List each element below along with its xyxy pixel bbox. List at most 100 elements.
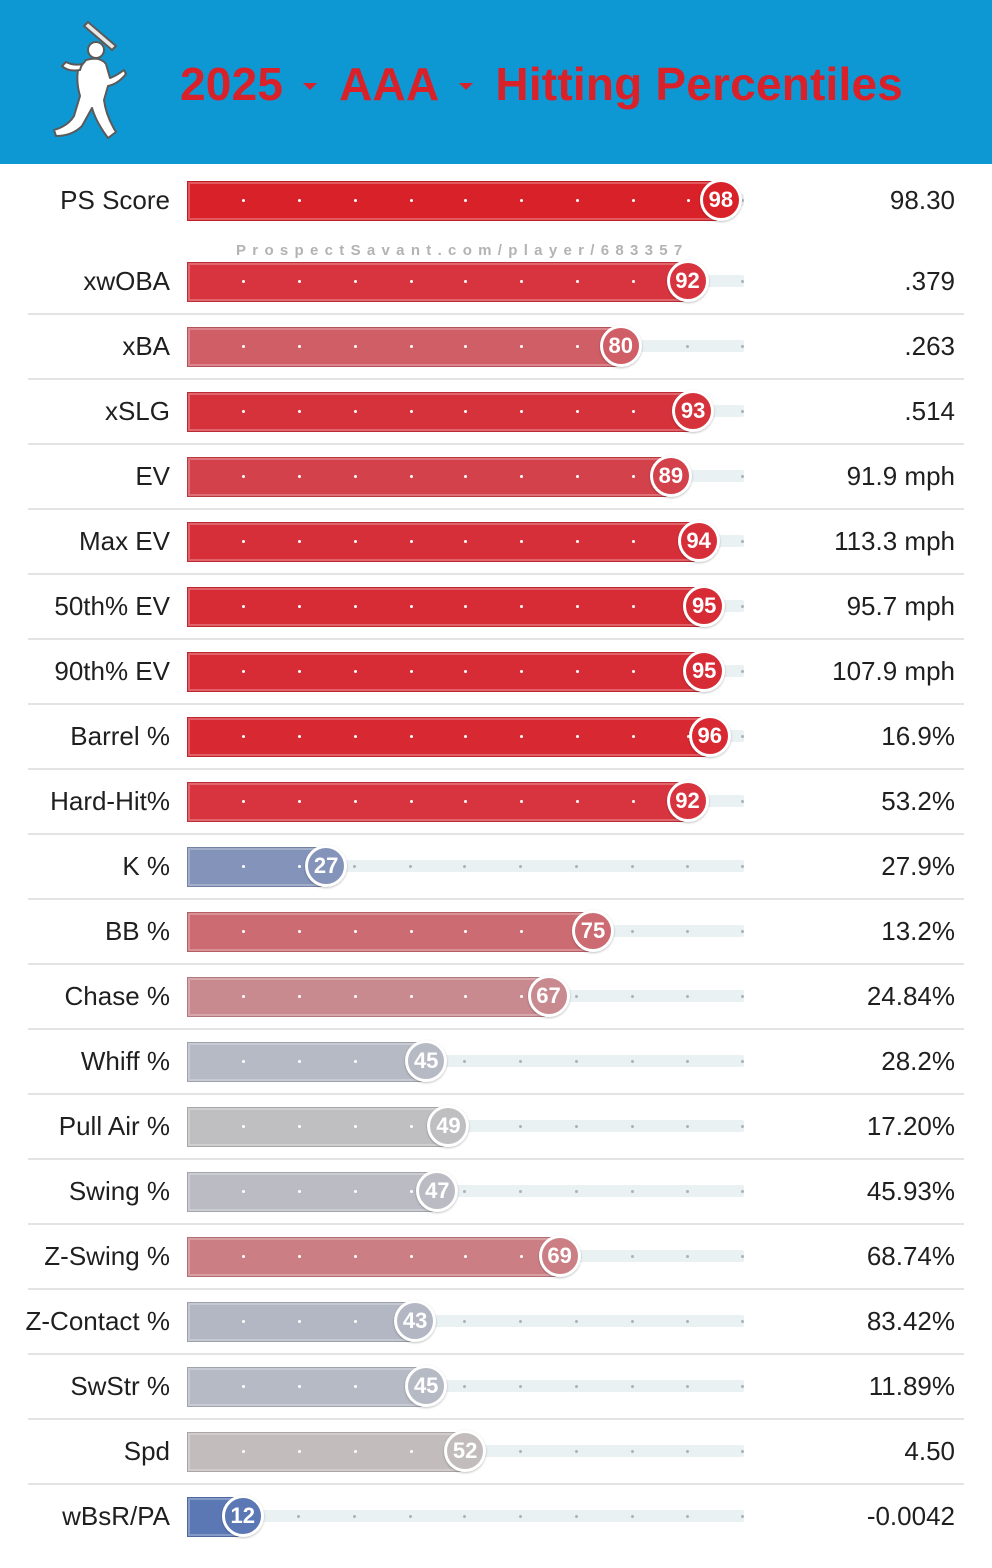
bar-tick: [520, 930, 523, 933]
bar-tick: [298, 475, 301, 478]
metric-label: BB %: [104, 916, 170, 946]
percentile-badge: 98: [699, 179, 742, 221]
bar-tick: [632, 735, 635, 738]
track-tick: [297, 1515, 300, 1518]
metric-row: K % 27 27.9%: [0, 834, 992, 898]
bar-tick: [298, 345, 301, 348]
percentile-bar: [187, 782, 684, 822]
track-tick: [741, 800, 744, 803]
season-selector[interactable]: 2025: [180, 58, 284, 110]
bar-tick: [576, 605, 579, 608]
bar-tick: [687, 199, 690, 202]
bar-tick: [410, 1190, 413, 1193]
bar-tick: [298, 670, 301, 673]
bar-tick: [520, 670, 523, 673]
percentile-badge: 75: [572, 910, 614, 952]
bar-tick: [410, 930, 413, 933]
bar-tick: [242, 735, 245, 738]
track-tick: [741, 865, 744, 868]
track-tick: [741, 1255, 744, 1258]
bar-tick: [242, 1320, 245, 1323]
metric-label: 50th% EV: [54, 591, 170, 621]
page-title: 2025 AAA Hitting Percentiles: [180, 56, 903, 112]
percentile-badge: 94: [677, 520, 720, 562]
track-tick: [686, 930, 689, 933]
percentile-badge: 95: [683, 585, 726, 627]
row-divider: [28, 638, 964, 640]
bar-tick: [298, 605, 301, 608]
bar-tick: [354, 930, 357, 933]
percentile-badge: 45: [405, 1040, 448, 1082]
bar-tick: [242, 540, 245, 543]
track-tick: [519, 1450, 522, 1453]
track-tick: [741, 1450, 744, 1453]
bar-tick: [464, 735, 467, 738]
track-tick: [519, 1060, 522, 1063]
bar-tick: [242, 1060, 245, 1063]
row-divider: [28, 1093, 964, 1095]
bar-tick: [464, 670, 467, 673]
percentile-badge: 52: [444, 1430, 487, 1472]
bar-tick: [576, 670, 579, 673]
track-tick: [631, 1450, 634, 1453]
bar-tick: [464, 410, 467, 413]
percentile-bar: [187, 977, 545, 1017]
bar-tick: [242, 670, 245, 673]
track-tick: [631, 1125, 634, 1128]
bar-tick: [242, 280, 245, 283]
track-tick: [741, 410, 744, 413]
track-tick: [741, 605, 744, 608]
track-tick: [575, 995, 578, 998]
row-divider: [28, 508, 964, 510]
bar-tick: [242, 345, 245, 348]
bar-tick: [354, 605, 357, 608]
bar-tick: [520, 995, 523, 998]
bar-tick: [298, 865, 301, 868]
track-tick: [519, 1190, 522, 1193]
bar-tick: [354, 1190, 357, 1193]
metric-value: .379: [904, 266, 955, 296]
track-tick: [631, 1515, 634, 1518]
track-tick: [741, 199, 744, 202]
track-tick: [519, 865, 522, 868]
bar-tick: [576, 199, 579, 202]
bar-tick: [242, 1125, 245, 1128]
track-tick: [686, 345, 689, 348]
caret-down-icon[interactable]: [459, 82, 474, 90]
metric-value: 11.89%: [868, 1371, 955, 1401]
bar-tick: [632, 280, 635, 283]
row-divider: [28, 1288, 964, 1290]
percentile-bar: [187, 457, 667, 497]
bar-tick: [520, 540, 523, 543]
metric-value: -0.0042: [866, 1501, 955, 1531]
bar-tick: [410, 995, 413, 998]
track-tick: [575, 1060, 578, 1063]
bar-tick: [632, 410, 635, 413]
page-header: 2025 AAA Hitting Percentiles: [0, 0, 992, 164]
percentile-bar: [187, 1432, 462, 1472]
caret-down-icon[interactable]: [303, 82, 318, 90]
bar-tick: [520, 410, 523, 413]
metric-label: Chase %: [64, 981, 171, 1011]
track-tick: [631, 1320, 634, 1323]
track-tick: [686, 1060, 689, 1063]
bar-tick: [576, 280, 579, 283]
track-tick: [463, 1190, 466, 1193]
row-divider: [28, 963, 964, 965]
percentile-bar: [187, 847, 323, 887]
row-divider: [28, 898, 964, 900]
bar-tick: [632, 540, 635, 543]
metric-value: 28.2%: [881, 1046, 955, 1076]
track-tick: [519, 1385, 522, 1388]
bar-tick: [354, 995, 357, 998]
track-tick: [741, 540, 744, 543]
bar-tick: [242, 1255, 245, 1258]
percentile-badge: 43: [394, 1300, 437, 1342]
track-tick: [741, 995, 744, 998]
bar-tick: [354, 540, 357, 543]
row-divider: [28, 1028, 964, 1030]
level-selector[interactable]: AAA: [339, 58, 440, 110]
metric-label: 90th% EV: [54, 656, 170, 686]
metric-row: BB % 75 13.2%: [0, 899, 992, 963]
percentile-bar: [187, 1042, 423, 1082]
